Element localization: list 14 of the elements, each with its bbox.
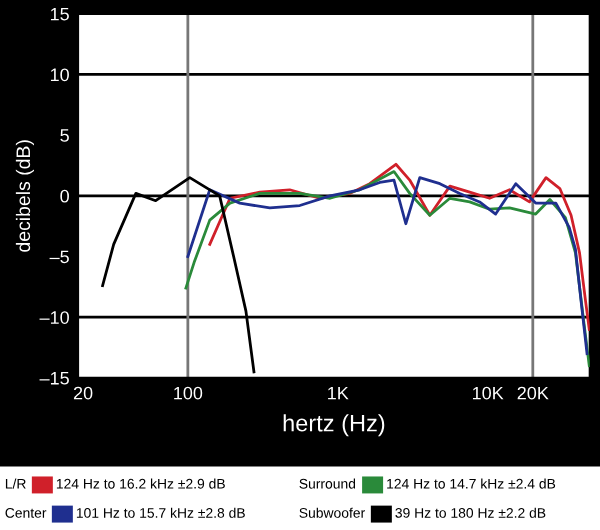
y-tick-label: 10	[50, 68, 69, 82]
x-tick-label: 10K	[472, 386, 504, 400]
y-tick-label: 15	[50, 7, 69, 21]
x-tick-label: 1K	[328, 386, 349, 400]
x-tick-label: 20	[73, 386, 93, 400]
x-tick-label: 100	[174, 386, 203, 400]
y-tick-label: 0	[60, 189, 69, 203]
x-axis-title: hertz (Hz)	[283, 414, 385, 437]
y-axis-title: decibels (dB)	[15, 140, 34, 252]
x-tick-label: 20K	[517, 386, 549, 400]
y-tick-label: –15	[39, 372, 69, 385]
y-tick-label: –10	[39, 311, 69, 324]
y-tick-label: –5	[49, 250, 69, 264]
y-tick-label: 5	[60, 129, 69, 142]
